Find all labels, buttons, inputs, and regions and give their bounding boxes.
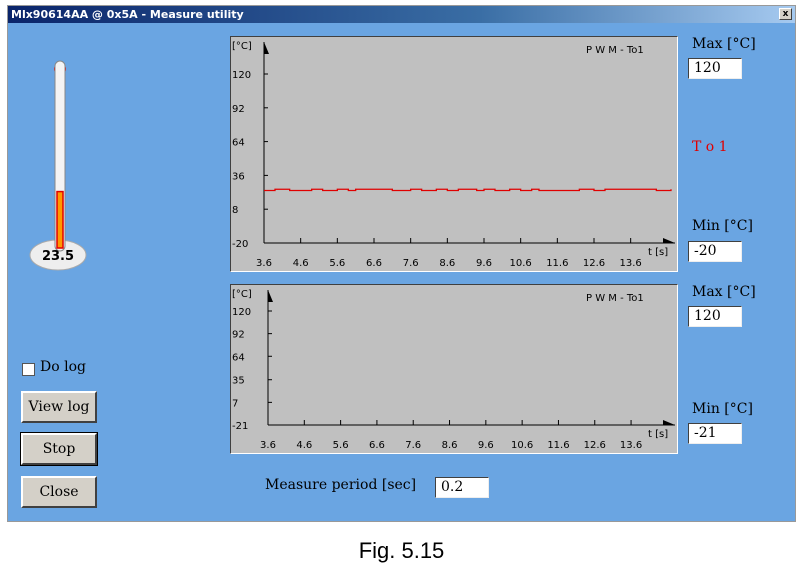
x-tick-label: 8.6	[442, 440, 458, 451]
x-tick-label: 5.6	[333, 440, 349, 451]
x-axis-arrow	[663, 238, 675, 243]
top-max-input[interactable]: 120	[688, 58, 742, 79]
series-line-to1	[264, 188, 672, 192]
x-axis-arrow	[663, 420, 675, 425]
x-tick-label: 10.6	[511, 440, 533, 451]
y-tick-label: -20	[232, 239, 248, 250]
top-min-input[interactable]: -20	[688, 241, 742, 262]
thermometer-value: 23.5	[42, 249, 74, 264]
y-axis-arrow	[264, 42, 269, 54]
x-tick-label: 11.6	[546, 258, 568, 269]
measure-period-label: Measure period [sec]	[265, 477, 417, 493]
x-tick-label: 5.6	[329, 258, 345, 269]
y-axis-arrow	[268, 290, 273, 302]
window-close-button[interactable]: x	[779, 8, 792, 20]
y-tick-label: 64	[232, 352, 245, 363]
figure-caption: Fig. 5.15	[358, 538, 445, 563]
y-tick-label: 7	[232, 398, 238, 409]
measure-utility-window: Mlx90614AA @ 0x5A - Measure utility x 23…	[7, 5, 796, 522]
top-min-label: Min [°C]	[692, 218, 753, 234]
y-axis-unit: [°C]	[232, 289, 252, 300]
x-axis-unit: t [s]	[648, 247, 668, 258]
x-tick-label: 13.6	[620, 258, 642, 269]
close-button[interactable]: Close	[21, 476, 97, 508]
title-bar: Mlx90614AA @ 0x5A - Measure utility x	[8, 6, 795, 23]
x-tick-label: 9.6	[476, 258, 492, 269]
x-tick-label: 3.6	[260, 440, 276, 451]
series-label-to1: T o 1	[692, 139, 728, 155]
bottom-min-label: Min [°C]	[692, 401, 753, 417]
y-tick-label: 36	[232, 171, 245, 182]
y-tick-label: -21	[232, 421, 248, 432]
measure-period-input[interactable]: 0.2	[435, 477, 489, 498]
do-log-checkbox[interactable]	[22, 363, 35, 376]
y-tick-label: 92	[232, 104, 245, 115]
x-tick-label: 8.6	[439, 258, 455, 269]
y-tick-label: 35	[232, 376, 245, 387]
thermometer: 23.5	[29, 60, 87, 271]
chart-top: [°C] P W M - To1 t [s] 120 92 64 36 8 -20 3.6 4.6 5…	[230, 36, 678, 272]
chart-bottom: [°C] P W M - To1 t [s] 120 92 64 35 7 -21 3.6 4.6 5…	[230, 284, 678, 454]
x-tick-label: 11.6	[547, 440, 569, 451]
x-tick-label: 13.6	[620, 440, 642, 451]
bottom-min-input[interactable]: -21	[688, 423, 742, 444]
x-tick-label: 4.6	[293, 258, 309, 269]
y-tick-label: 120	[232, 307, 251, 318]
y-tick-label: 64	[232, 138, 245, 149]
x-tick-label: 6.6	[369, 440, 385, 451]
x-axis-unit: t [s]	[648, 429, 668, 440]
x-tick-label: 7.6	[405, 440, 421, 451]
thermometer-level	[56, 190, 64, 249]
window-title: Mlx90614AA @ 0x5A - Measure utility	[11, 8, 244, 21]
x-tick-label: 12.6	[583, 258, 605, 269]
y-tick-label: 120	[232, 70, 251, 81]
do-log-label: Do log	[40, 359, 86, 375]
x-tick-label: 7.6	[403, 258, 419, 269]
chart-title: P W M - To1	[586, 45, 644, 56]
x-tick-label: 6.6	[366, 258, 382, 269]
x-tick-label: 12.6	[584, 440, 606, 451]
bottom-max-label: Max [°C]	[692, 284, 756, 300]
y-axis-unit: [°C]	[232, 41, 252, 52]
stop-button[interactable]: Stop	[20, 432, 98, 466]
view-log-button[interactable]: View log	[21, 391, 97, 423]
y-tick-label: 8	[232, 205, 238, 216]
bottom-max-input[interactable]: 120	[688, 306, 742, 327]
chart-title: P W M - To1	[586, 293, 644, 304]
top-max-label: Max [°C]	[692, 36, 756, 52]
y-tick-label: 92	[232, 330, 245, 341]
x-tick-label: 10.6	[510, 258, 532, 269]
x-tick-label: 3.6	[256, 258, 272, 269]
x-tick-label: 9.6	[478, 440, 494, 451]
x-tick-label: 4.6	[296, 440, 312, 451]
